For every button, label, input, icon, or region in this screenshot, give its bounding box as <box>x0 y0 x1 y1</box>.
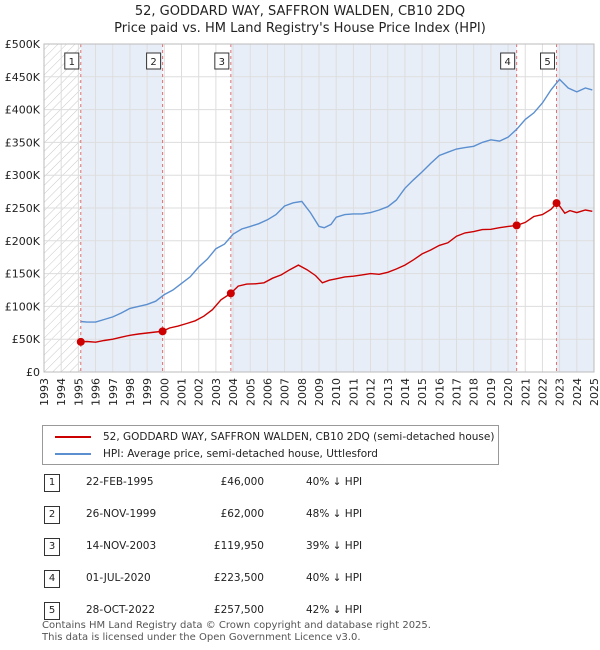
sale-price: £257,500 <box>213 604 264 616</box>
x-tick-label: 2014 <box>399 378 412 406</box>
sale-number-label: 1 <box>69 57 75 68</box>
sale-hpi-diff: 39% ↓ HPI <box>306 540 363 552</box>
sale-date: 22-FEB-1995 <box>86 476 154 488</box>
x-tick-label: 1993 <box>38 378 51 406</box>
sale-date: 14-NOV-2003 <box>86 540 157 552</box>
y-tick-label: £200K <box>5 235 41 248</box>
price-chart: £0 £50K £100K £150K £200K £250K £300K £350K £400… <box>5 38 600 406</box>
sale-price: £62,000 <box>220 508 264 520</box>
sale-number-label: 4 <box>504 57 510 68</box>
footer-copyright: Contains HM Land Registry data © Crown c… <box>42 620 431 644</box>
x-tick-label: 2013 <box>382 378 395 406</box>
x-tick-label: 2024 <box>571 378 584 406</box>
sale-hpi-diff: 40% ↓ HPI <box>306 572 363 584</box>
chart-subtitle: Price paid vs. HM Land Registry's House … <box>114 21 486 36</box>
x-tick-label: 2007 <box>279 378 292 406</box>
x-tick-label: 2017 <box>451 378 464 406</box>
x-tick-label: 2001 <box>176 378 189 406</box>
x-tick-label: 2025 <box>588 378 600 406</box>
table-row: 2 26-NOV-1999 £62,000 48% ↓ HPI <box>44 506 444 526</box>
sale-number-badge: 3 <box>44 538 60 556</box>
chart-title: 52, GODDARD WAY, SAFFRON WALDEN, CB10 2D… <box>134 4 466 19</box>
sale-number-label: 5 <box>544 57 550 68</box>
legend-swatch-hpi <box>55 453 91 455</box>
y-tick-label: £300K <box>5 169 41 182</box>
x-tick-label: 2016 <box>433 378 446 406</box>
x-tick-label: 2020 <box>502 378 515 406</box>
table-row: 4 01-JUL-2020 £223,500 40% ↓ HPI <box>44 570 444 590</box>
x-tick-label: 1995 <box>72 378 85 406</box>
sale-hpi-diff: 48% ↓ HPI <box>306 508 363 520</box>
x-tick-label: 2019 <box>485 378 498 406</box>
sale-date: 26-NOV-1999 <box>86 508 157 520</box>
x-tick-label: 2023 <box>554 378 567 406</box>
sale-price: £46,000 <box>220 476 264 488</box>
x-tick-label: 2009 <box>313 378 326 406</box>
chart-legend: 52, GODDARD WAY, SAFFRON WALDEN, CB10 2D… <box>42 425 499 465</box>
x-tick-label: 1999 <box>141 378 154 406</box>
x-tick-label: 2018 <box>468 378 481 406</box>
x-tick-label: 2004 <box>227 378 240 406</box>
table-row: 1 22-FEB-1995 £46,000 40% ↓ HPI <box>44 474 444 494</box>
x-tick-label: 2006 <box>261 378 274 406</box>
x-tick-label: 2003 <box>210 378 223 406</box>
table-row: 5 28-OCT-2022 £257,500 42% ↓ HPI <box>44 602 444 622</box>
sale-number-box <box>540 52 556 70</box>
y-tick-label: £150K <box>5 268 41 281</box>
sale-point <box>226 289 235 298</box>
legend-label-hpi: HPI: Average price, semi-detached house,… <box>103 448 378 460</box>
sale-number-box <box>146 52 162 70</box>
x-tick-label: 2008 <box>296 378 309 406</box>
y-tick-label: £50K <box>12 333 41 346</box>
footer-line-1: Contains HM Land Registry data © Crown c… <box>42 620 431 631</box>
legend-swatch-property <box>55 436 91 438</box>
sale-hpi-diff: 40% ↓ HPI <box>306 476 363 488</box>
x-tick-label: 1998 <box>124 378 137 406</box>
sale-hpi-diff: 42% ↓ HPI <box>306 604 363 616</box>
sale-number-box <box>500 52 516 70</box>
x-tick-label: 2012 <box>365 378 378 406</box>
sale-price: £119,950 <box>213 540 264 552</box>
legend-label-property: 52, GODDARD WAY, SAFFRON WALDEN, CB10 2D… <box>103 431 495 443</box>
x-tick-label: 2000 <box>158 378 171 406</box>
sale-point <box>76 337 85 346</box>
sale-number-badge: 1 <box>44 474 60 492</box>
series-line-hpi <box>80 78 593 323</box>
y-tick-label: £450K <box>5 71 41 84</box>
sale-number-label: 2 <box>150 57 156 68</box>
sale-date: 28-OCT-2022 <box>86 604 155 616</box>
x-tick-label: 2022 <box>536 378 549 406</box>
sale-point <box>158 327 167 336</box>
y-tick-label: £0 <box>26 366 40 379</box>
x-tick-label: 2021 <box>519 378 532 406</box>
x-tick-label: 2011 <box>347 378 360 406</box>
legend-item-property: 52, GODDARD WAY, SAFFRON WALDEN, CB10 2D… <box>55 429 494 445</box>
sale-date: 01-JUL-2020 <box>86 572 151 584</box>
y-tick-label: £350K <box>5 136 41 149</box>
plot-frame <box>43 43 595 373</box>
y-tick-label: £400K <box>5 104 41 117</box>
sale-number-badge: 2 <box>44 506 60 524</box>
y-tick-label: £500K <box>5 38 41 51</box>
x-tick-label: 1997 <box>107 378 120 406</box>
sale-price: £223,500 <box>213 572 264 584</box>
sale-number-label: 3 <box>219 57 225 68</box>
sale-number-box <box>64 52 80 70</box>
sale-number-badge: 5 <box>44 602 60 620</box>
sale-number-badge: 4 <box>44 570 60 588</box>
sale-number-box <box>214 52 230 70</box>
sale-point <box>512 221 521 230</box>
table-row: 3 14-NOV-2003 £119,950 39% ↓ HPI <box>44 538 444 558</box>
x-tick-label: 2015 <box>416 378 429 406</box>
y-tick-label: £250K <box>5 202 41 215</box>
legend-item-hpi: HPI: Average price, semi-detached house,… <box>55 446 378 462</box>
footer-line-2: This data is licensed under the Open Gov… <box>42 632 361 643</box>
x-tick-label: 1994 <box>55 378 68 406</box>
y-tick-label: £100K <box>5 300 41 313</box>
x-tick-label: 2005 <box>244 378 257 406</box>
sale-point <box>552 199 561 208</box>
x-tick-label: 1996 <box>90 378 103 406</box>
x-tick-label: 2010 <box>330 378 343 406</box>
x-tick-label: 2002 <box>193 378 206 406</box>
